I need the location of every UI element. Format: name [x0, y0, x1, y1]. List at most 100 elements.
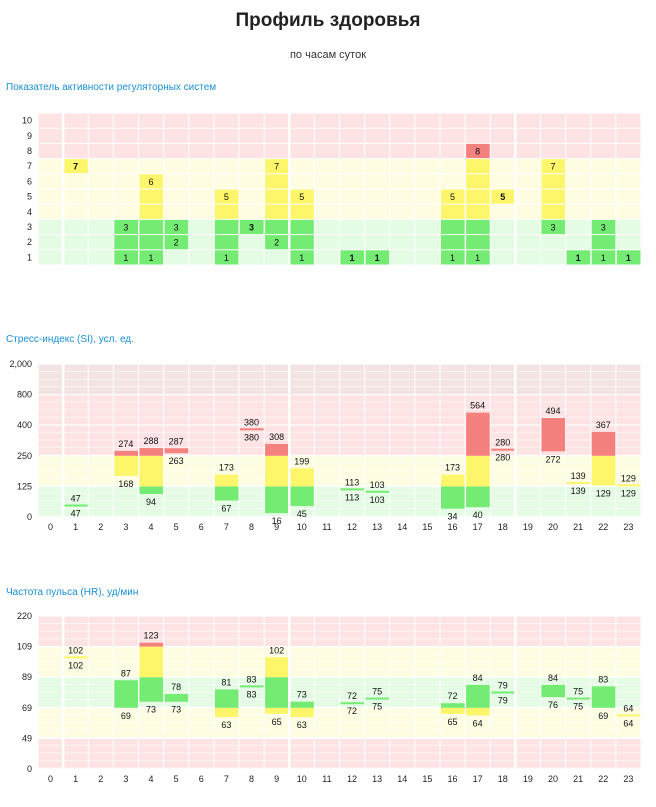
- range-bar-point: [340, 488, 365, 491]
- data-label-max: 47: [71, 493, 81, 503]
- data-label: 3: [174, 223, 179, 233]
- range-bar-segment: [591, 431, 616, 456]
- x-tick-label: 9: [274, 522, 279, 532]
- data-label-min: 272: [546, 454, 561, 464]
- x-tick-label: 21: [573, 522, 583, 532]
- y-tick-label: 5: [27, 192, 32, 202]
- range-bar-segment: [441, 707, 466, 714]
- data-label: 1: [450, 253, 455, 263]
- data-label-max: 123: [144, 631, 159, 641]
- activity-cell: [139, 235, 164, 250]
- data-label-min: 139: [571, 486, 586, 496]
- x-tick-label: 15: [422, 774, 432, 784]
- range-bar-segment: [591, 686, 616, 708]
- x-tick-label: 20: [548, 522, 558, 532]
- range-bar-segment: [139, 677, 164, 702]
- range-bar-segment: [441, 486, 466, 509]
- data-label: 3: [249, 223, 254, 233]
- activity-cell: [466, 159, 491, 174]
- activity-cell: [541, 204, 566, 219]
- activity-chart: 1234567891071316231532715111518537113101…: [22, 112, 642, 266]
- data-label: 8: [475, 147, 480, 157]
- activity-cell: [290, 250, 315, 265]
- x-tick-label: 8: [249, 522, 254, 532]
- data-label-min: 65: [448, 717, 458, 727]
- y-tick-label: 220: [17, 611, 32, 621]
- x-tick-label: 7: [224, 774, 229, 784]
- data-label-min: 45: [297, 509, 307, 519]
- range-bar-point: [491, 691, 516, 694]
- data-label: 5: [450, 192, 455, 202]
- activity-cell: [240, 219, 265, 235]
- x-tick-label: 17: [473, 522, 483, 532]
- data-label-max: 102: [269, 645, 284, 655]
- data-label-min: 67: [221, 504, 231, 514]
- data-label-min: 76: [548, 700, 558, 710]
- range-bar-segment: [139, 448, 164, 456]
- range-bar-segment: [265, 486, 290, 514]
- data-label: 5: [299, 192, 304, 202]
- data-label: 1: [350, 253, 355, 263]
- x-tick-label: 1: [73, 522, 78, 532]
- range-bar-segment: [114, 455, 139, 476]
- activity-cell: [466, 219, 491, 235]
- x-tick-label: 11: [322, 522, 331, 532]
- data-label-max: 83: [247, 674, 257, 684]
- activity-cell: [466, 174, 491, 189]
- x-tick-label: 18: [498, 522, 508, 532]
- y-tick-label: 400: [17, 420, 32, 430]
- x-tick-label: 10: [297, 774, 307, 784]
- activity-cell: [290, 219, 315, 235]
- y-tick-label: 8: [27, 146, 32, 156]
- data-label-min: 280: [495, 453, 510, 463]
- data-label-min: 73: [171, 705, 181, 715]
- data-label-max: 87: [121, 668, 131, 678]
- range-bar-point: [240, 428, 265, 431]
- range-bar-point: [340, 702, 365, 705]
- x-tick-label: 4: [149, 774, 154, 784]
- data-label-max: 173: [219, 463, 234, 473]
- activity-cell: [441, 235, 466, 250]
- x-tick-label: 2: [98, 774, 103, 784]
- activity-cell: [64, 159, 89, 174]
- data-label: 1: [601, 253, 606, 263]
- range-bar-segment: [466, 412, 491, 456]
- activity-cell: [164, 235, 189, 250]
- activity-cell: [139, 204, 164, 219]
- x-tick-label: 0: [48, 774, 53, 784]
- data-label-max: 81: [221, 677, 231, 687]
- activity-cell: [290, 235, 315, 250]
- activity-cell: [466, 189, 491, 204]
- activity-cell: [265, 174, 290, 189]
- data-label-min: 263: [169, 456, 184, 466]
- activity-cell: [265, 159, 290, 174]
- y-tick-label: 69: [22, 703, 32, 713]
- data-label: 6: [149, 177, 154, 187]
- x-tick-label: 17: [473, 774, 483, 784]
- range-bar-segment: [214, 689, 239, 708]
- data-label-max: 102: [68, 645, 83, 655]
- activity-cell: [491, 189, 516, 204]
- x-tick-label: 13: [372, 522, 382, 532]
- activity-cell: [591, 250, 616, 265]
- activity-cell: [441, 189, 466, 204]
- activity-cell: [214, 219, 239, 235]
- activity-cell: [265, 189, 290, 204]
- data-label: 2: [174, 238, 179, 248]
- x-tick-label: 15: [422, 522, 432, 532]
- data-label: 1: [475, 253, 480, 263]
- data-label-max: 280: [495, 438, 510, 448]
- x-tick-label: 18: [498, 774, 508, 784]
- data-label: 1: [375, 253, 380, 263]
- x-tick-label: 3: [123, 774, 128, 784]
- activity-cell: [541, 219, 566, 235]
- activity-cell: [365, 250, 390, 265]
- y-tick-label: 125: [17, 481, 32, 491]
- range-bar-point: [491, 448, 516, 451]
- activity-cell: [541, 174, 566, 189]
- range-bar-segment: [164, 448, 189, 454]
- range-bar-segment: [591, 455, 616, 486]
- data-label-min: 75: [372, 702, 382, 712]
- data-label-max: 494: [546, 406, 561, 416]
- activity-cell: [164, 219, 189, 235]
